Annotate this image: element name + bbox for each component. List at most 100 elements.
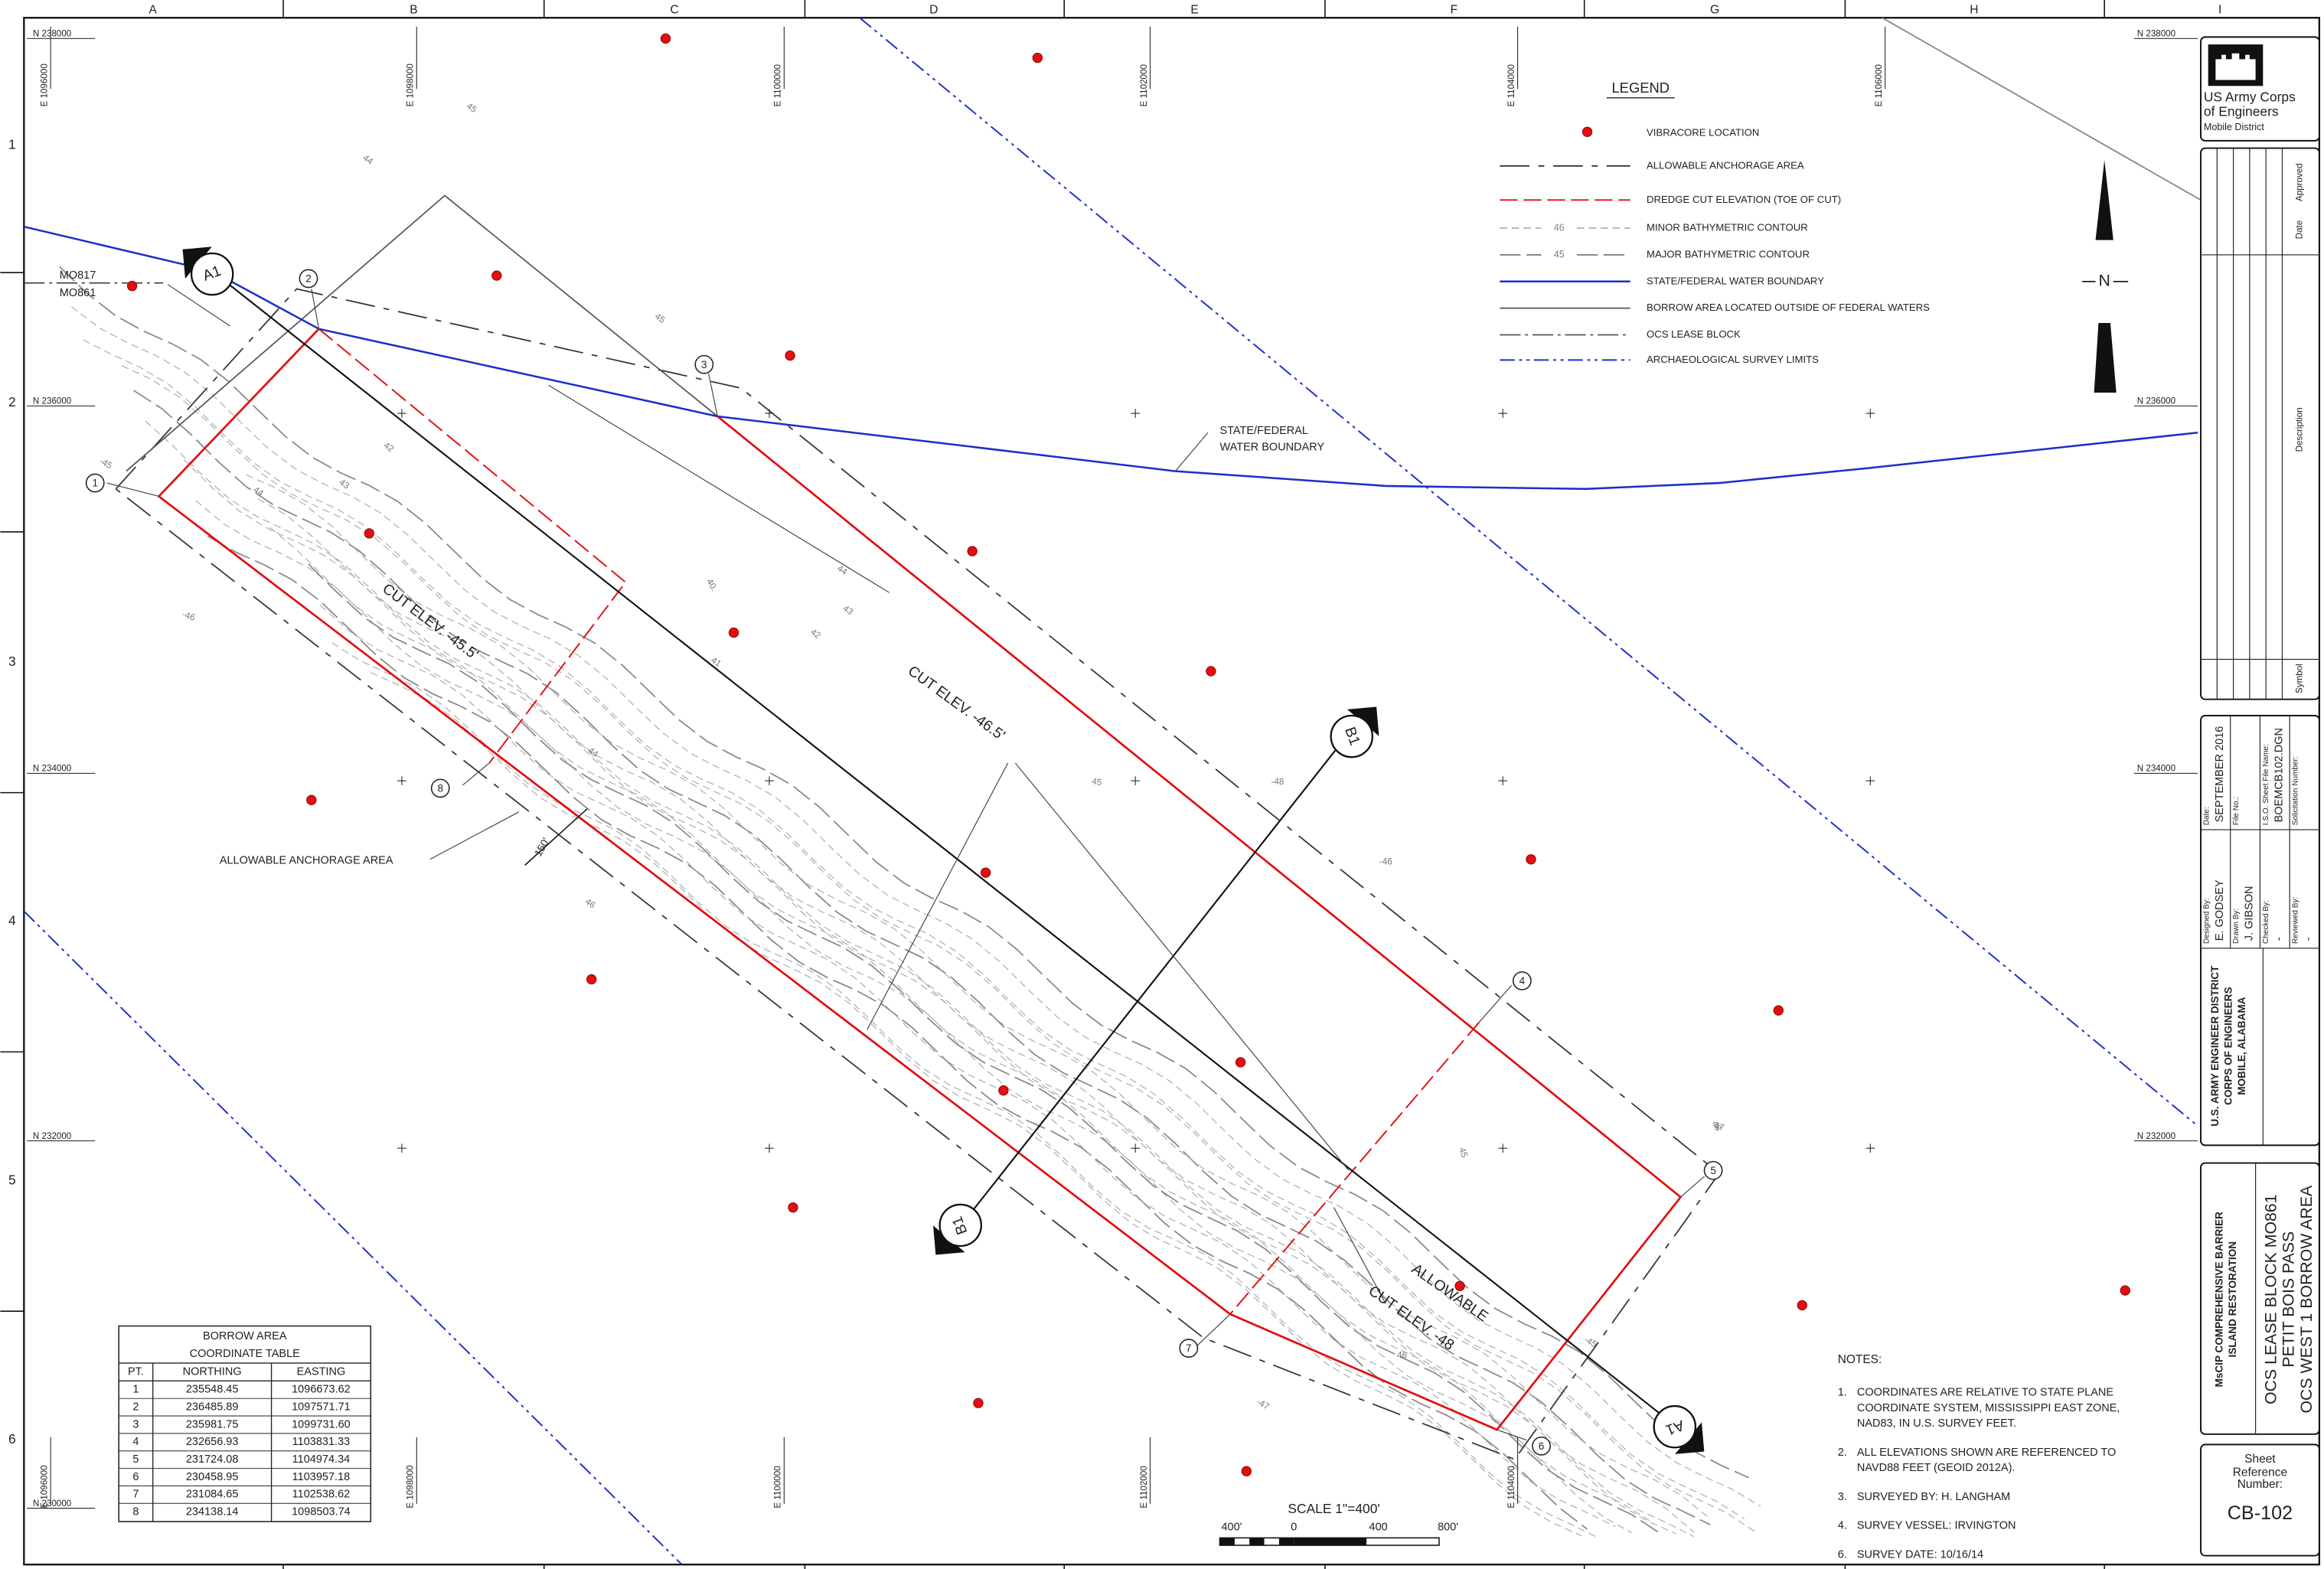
contour (83, 339, 1745, 1520)
field-label: Drawn By: (2232, 908, 2241, 944)
contour-label: -45 (97, 456, 113, 471)
note-text: ALL ELEVATIONS SHOWN ARE REFERENCED TO (1857, 1447, 2116, 1459)
field-label: Solicitation Number: (2292, 756, 2300, 825)
table-cell: 1103831.33 (292, 1436, 351, 1448)
note-number: 4. (1838, 1520, 1847, 1532)
leader (106, 482, 159, 497)
legend-item: OCS LEASE BLOCK (1647, 328, 1741, 340)
table-cell: 1097571.71 (292, 1401, 351, 1413)
legend-item: BORROW AREA LOCATED OUTSIDE OF FEDERAL W… (1647, 302, 1930, 313)
leader (429, 811, 520, 860)
vibracore (973, 1398, 984, 1408)
leader (1014, 762, 1350, 1171)
project: MsCIP COMPREHENSIVE BARRIER (2214, 1212, 2225, 1388)
north-label: N (2098, 271, 2110, 289)
district: U.S. ARMY ENGINEER DISTRICT (2209, 965, 2221, 1127)
point-label: 1 (92, 478, 98, 489)
table-cell: 231724.08 (186, 1453, 239, 1466)
note-text: SURVEYED BY: H. LANGHAM (1857, 1491, 2010, 1503)
leader (1882, 17, 2202, 201)
contour-label: -48 (1271, 777, 1284, 787)
contour (257, 498, 1695, 1533)
easting-label: E 1100000 (773, 1466, 783, 1508)
sheet-title: PETIT BOIS PASS (2280, 1231, 2298, 1368)
northing-label: N 232000 (33, 1131, 71, 1141)
district: CORPS OF ENGINEERS (2222, 987, 2234, 1105)
block-label: MO817 (60, 269, 96, 282)
contour (269, 527, 1650, 1522)
point-label: 4 (1519, 975, 1526, 987)
easting-label: E 1104000 (1506, 1466, 1516, 1508)
vibracore (998, 1085, 1009, 1096)
easting-label: E 1102000 (1139, 64, 1149, 106)
contour (207, 535, 1588, 1530)
easting-label: E 1096000 (39, 1465, 49, 1508)
contour-label: 47 (1713, 1121, 1725, 1133)
contour (331, 642, 1600, 1539)
northing-label: N 234000 (2137, 764, 2175, 774)
vibracore (1241, 1466, 1252, 1476)
contour-label: -46 (181, 609, 196, 623)
field-label: Date: (2202, 807, 2211, 825)
field-value: E. GODSEY (2214, 879, 2226, 941)
field-value: J. GIBSON (2244, 886, 2256, 941)
leader (708, 373, 718, 417)
table-cell: 232656.93 (186, 1436, 239, 1448)
legend-item: MAJOR BATHYMETRIC CONTOUR (1647, 248, 1810, 259)
leader (1680, 1176, 1705, 1198)
table-frame (118, 1325, 372, 1522)
table-cell: 5 (132, 1453, 139, 1466)
north-arrow (2094, 160, 2117, 393)
point-circle (430, 778, 450, 798)
point-label: 6 (1539, 1440, 1545, 1452)
zone-label: H (1970, 4, 1978, 17)
point-circle (1179, 1339, 1199, 1358)
vibracore (1797, 1300, 1807, 1311)
revision-header: Description (2295, 407, 2305, 452)
leader (548, 384, 890, 593)
legend-item: ALLOWABLE ANCHORAGE AREA (1647, 159, 1804, 171)
point-label: 5 (1710, 1165, 1716, 1176)
revision-box (2200, 147, 2320, 700)
field-label: Checked By: (2262, 900, 2270, 944)
section-line (962, 732, 1350, 1223)
sheet-ref: CB-102 (2228, 1502, 2293, 1524)
leader (311, 289, 320, 329)
point-circle (1513, 971, 1532, 990)
point-circle (1532, 1436, 1551, 1456)
point-label: 3 (701, 359, 707, 370)
title-box (2200, 1162, 2320, 1435)
contour-label: 42 (382, 440, 396, 454)
section-circle (1330, 714, 1374, 758)
section-circle (190, 252, 234, 296)
easting-label: E 1100000 (773, 64, 783, 106)
table-cell: 231084.65 (186, 1489, 239, 1501)
field-label: File No.: (2232, 797, 2241, 825)
scale-segment (1278, 1538, 1294, 1546)
table-header: EASTING (297, 1365, 346, 1378)
section-line (211, 270, 1676, 1427)
vibracore (1454, 1280, 1465, 1291)
leader (1333, 1207, 1386, 1304)
vibracore (1773, 1005, 1784, 1016)
leader (1197, 1313, 1231, 1346)
vibracore (491, 270, 502, 281)
note-number: 6. (1838, 1548, 1847, 1561)
boundary-label: WATER BOUNDARY (1219, 441, 1324, 453)
zone-label: I (2218, 4, 2221, 17)
easting-label: E 1098000 (406, 64, 416, 106)
note-number: 3. (1838, 1491, 1847, 1503)
legend-item: DREDGE CUT ELEVATION (TOE OF CUT) (1647, 194, 1841, 205)
zone-label: 2 (8, 394, 16, 409)
vibracore (364, 528, 375, 539)
vibracore (967, 546, 978, 556)
legend-item: VIBRACORE LOCATION (1647, 127, 1759, 139)
table-title: BORROW AREA (203, 1330, 287, 1342)
contour-label: 45 (465, 101, 478, 115)
table-cell: 1099731.60 (292, 1418, 351, 1430)
table-header: PT. (128, 1365, 144, 1378)
sheet-ref-label: Number: (2238, 1478, 2283, 1491)
sheet-title: OCS LEASE BLOCK MO861 (2262, 1194, 2280, 1404)
